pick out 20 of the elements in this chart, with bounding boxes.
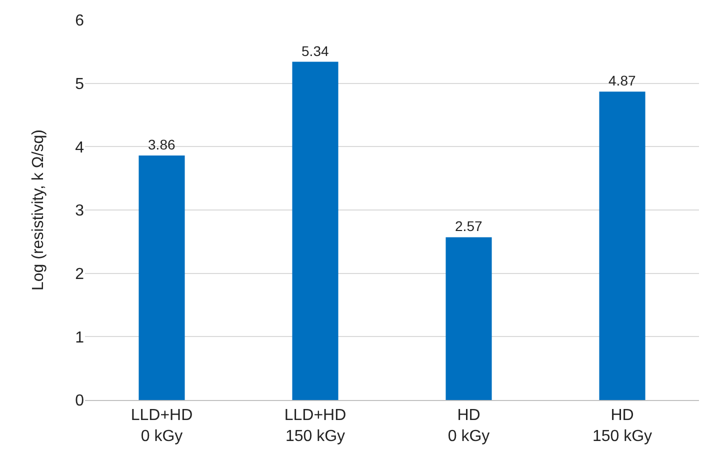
x-tick-label: HD 0 kGy [448, 407, 490, 445]
y-tick-label: 4 [75, 139, 84, 156]
data-label: 5.34 [302, 42, 329, 59]
bar [292, 62, 338, 400]
y-axis-title: Log (resistivity, k Ω/sq) [30, 129, 47, 291]
y-tick-label: 5 [75, 76, 84, 93]
data-label: 3.86 [148, 136, 176, 153]
x-tick-label: LLD+HD 150 kGy [284, 407, 346, 445]
y-tick-label: 2 [75, 266, 84, 283]
data-label: 4.87 [608, 72, 636, 89]
y-tick-label: 0 [75, 392, 84, 410]
x-tick-label: HD 150 kGy [592, 407, 652, 445]
bar [599, 92, 646, 400]
bar [446, 237, 492, 400]
y-tick-label: 3 [75, 202, 84, 220]
data-label: 2.57 [455, 218, 482, 234]
y-tick-label: 6 [75, 12, 84, 30]
y-tick-label: 1 [75, 329, 84, 346]
bar [138, 156, 185, 400]
x-tick-label: LLD+HD 0 kGy [130, 407, 193, 445]
